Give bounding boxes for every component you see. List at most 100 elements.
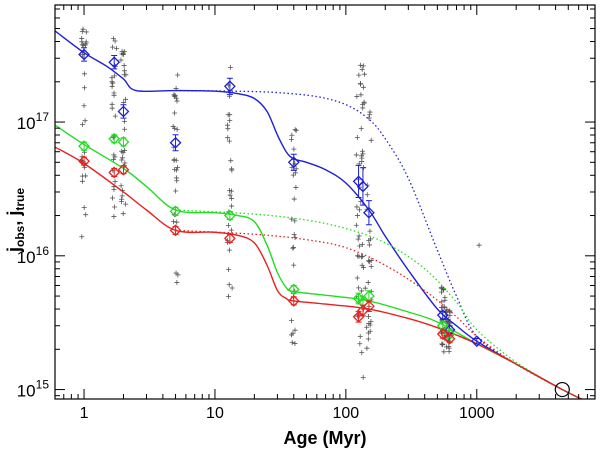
y-tick-exponent: 16 [36,244,50,258]
gray-cross-point [354,93,360,99]
gray-cross-point [227,64,233,70]
gray-cross-point [174,219,180,225]
gray-cross-point [292,341,298,347]
red-diamond-point [443,332,456,345]
gray-cross-point [123,96,129,102]
blue-diamond-point [108,56,121,69]
red-diamond-point [436,328,449,340]
y-tick-base: 10 [17,114,36,133]
red-error-bar [120,165,127,175]
gray-cross-point [354,275,360,281]
gray-cross-point [292,170,298,176]
gray-cross-point [119,193,125,199]
gray-cross-point [121,62,127,68]
gray-cross-point [174,175,180,181]
gray-cross-point [355,313,361,319]
y-label-sub1: obs [13,225,27,247]
y-label-sub2: true [13,188,27,211]
gray-cross-point [111,186,117,192]
gray-cross-point [121,147,127,153]
blue-diamond-point [169,136,182,149]
gray-cross-point [226,138,232,144]
gray-cross-point [476,242,482,248]
y-tick-base: 10 [17,382,36,401]
gray-cross-point [171,219,177,225]
gray-cross-point [119,155,125,161]
gray-cross-point [82,118,88,124]
gray-cross-point [368,137,374,143]
gray-cross-point [359,66,365,72]
gray-cross-point [358,254,364,260]
gray-cross-point [119,157,125,163]
gray-cross-point [110,80,116,86]
green-diamond-point [108,132,121,145]
x-tick-label: 10 [206,405,224,422]
gray-cross-point [292,218,298,224]
gray-cross-point [121,99,127,105]
gray-cross-point [358,126,364,132]
gray-cross-point [288,136,294,142]
green-error-bar [290,284,297,294]
gray-cross-point [171,92,177,98]
gray-cross-point [229,285,235,291]
x-tick-label: 1000 [459,405,495,422]
gray-cross-point [109,101,115,107]
gray-cross-point [112,154,118,160]
gray-cross-point [122,118,128,124]
red-error-bar [111,167,118,177]
y-label-sep: , j [4,211,24,226]
x-tick-label: 1 [80,405,89,422]
gray-cross-point [291,196,297,202]
y-tick-exponent: 15 [36,378,50,392]
gray-cross-point [119,48,125,54]
gray-cross-point [80,42,86,48]
gray-cross-point [79,234,85,240]
gray-cross-point [109,79,115,85]
gray-cross-point [365,258,371,264]
gray-cross-point [293,184,299,190]
gray-cross-point [227,117,233,123]
gray-cross-point [355,213,361,219]
gray-cross-point [355,253,361,259]
red-error-bar [290,296,297,306]
gray-cross-point [174,126,180,132]
green-diamond-point [223,209,236,222]
gray-cross-point [172,93,178,99]
gray-cross-point [355,236,361,242]
green-dotted-curve [175,209,563,391]
gray-cross-point [109,195,115,201]
gray-cross-point [360,84,366,90]
gray-cross-point [367,242,373,248]
blue-error-bar [359,167,366,206]
gray-cross-point [119,199,125,205]
gray-cross-point [362,285,368,291]
gray-cross-point [359,350,365,356]
gray-cross-point [228,188,234,194]
gray-cross-point [123,201,129,207]
gray-cross-point [359,241,365,247]
gray-cross-point [440,341,446,347]
x-tick-label: 100 [333,405,360,422]
gray-cross-point [229,203,235,209]
gray-cross-point [357,333,363,339]
gray-cross-point [172,110,178,116]
blue-diamond-point [357,180,369,193]
gray-cross-point [81,103,87,109]
gray-cross-point [357,243,363,249]
gray-cross-point [291,262,297,268]
red-error-bar [172,225,179,235]
gray-cross-point [229,195,235,201]
open-circle-marker [554,381,570,398]
red-dotted-curve [175,229,563,391]
green-error-bar [111,134,118,144]
plot-frame [54,4,596,400]
green-error-bar [120,137,127,147]
gray-cross-point [112,179,118,185]
y-tick-label: 1017 [17,110,50,133]
gray-cross-point [364,345,370,351]
gray-cross-point [227,112,233,118]
gray-cross-point [81,205,87,211]
gray-cross-point [361,71,367,77]
gray-cross-point [365,336,371,342]
